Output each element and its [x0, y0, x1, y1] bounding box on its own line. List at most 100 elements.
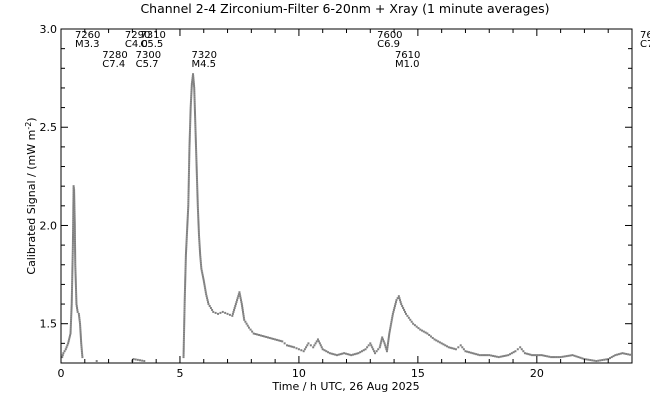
- data-point-fill: [283, 342, 286, 345]
- data-point: [61, 356, 64, 359]
- annotation-class: C6.9: [377, 39, 400, 50]
- data-point-fill: [325, 350, 328, 353]
- data-point-fill: [323, 349, 326, 352]
- data-point-fill: [79, 328, 82, 331]
- data-point: [95, 360, 98, 363]
- data-point: [478, 354, 481, 357]
- data-point-fill: [74, 279, 77, 282]
- data-point-fill: [182, 350, 185, 353]
- data-point-fill: [73, 240, 76, 243]
- data-point-fill: [189, 124, 192, 127]
- data-point-fill: [185, 234, 188, 237]
- data-point-fill: [254, 333, 257, 336]
- data-point-fill: [198, 242, 201, 245]
- data-point: [369, 342, 372, 345]
- data-point: [194, 126, 197, 129]
- data-point: [440, 342, 443, 345]
- data-point-fill: [544, 354, 547, 357]
- data-point: [559, 356, 562, 359]
- data-point-fill: [71, 250, 74, 253]
- data-point: [238, 291, 241, 294]
- data-point: [357, 352, 360, 355]
- data-point-fill: [319, 344, 322, 347]
- data-point-fill: [314, 342, 317, 345]
- data-point-fill: [451, 347, 454, 350]
- data-point-fill: [71, 252, 74, 255]
- annotation-id: 7300: [136, 50, 161, 61]
- data-point-fill: [610, 356, 613, 359]
- data-point: [433, 338, 436, 341]
- data-point-fill: [422, 330, 425, 333]
- data-point-fill: [187, 200, 190, 203]
- data-point-fill: [352, 353, 355, 356]
- data-point-fill: [184, 255, 187, 258]
- data-point-fill: [561, 355, 564, 358]
- data-point-fill: [194, 114, 197, 117]
- data-point-fill: [367, 344, 370, 347]
- data-point-fill: [182, 335, 185, 338]
- data-point-fill: [197, 222, 200, 225]
- data-point-fill: [80, 348, 83, 351]
- data-point-fill: [236, 297, 239, 300]
- data-point-fill: [482, 354, 485, 357]
- data-point-fill: [382, 340, 385, 343]
- data-point: [62, 352, 65, 355]
- data-point-fill: [73, 202, 76, 205]
- data-point-fill: [388, 330, 391, 333]
- data-point-fill: [80, 340, 83, 343]
- data-point-fill: [392, 308, 395, 311]
- data-point-fill: [69, 320, 72, 323]
- data-point-fill: [394, 303, 397, 306]
- data-point-fill: [501, 355, 504, 358]
- data-point: [190, 83, 193, 86]
- data-point-fill: [187, 170, 190, 173]
- data-point-fill: [214, 311, 217, 314]
- data-point-fill: [78, 318, 81, 321]
- data-point-fill: [138, 359, 141, 362]
- data-point-fill: [337, 353, 340, 356]
- data-point-fill: [536, 354, 539, 357]
- data-point-fill: [188, 134, 191, 137]
- data-point-fill: [407, 316, 410, 319]
- data-point-fill: [300, 349, 303, 352]
- data-point-fill: [71, 258, 74, 261]
- data-point-fill: [555, 356, 558, 359]
- data-point-fill: [73, 204, 76, 207]
- data-point-fill: [449, 346, 452, 349]
- data-point-fill: [70, 288, 73, 291]
- data-point: [205, 293, 208, 296]
- data-point: [252, 332, 255, 335]
- data-point-fill: [390, 322, 393, 325]
- data-point-fill: [75, 295, 78, 298]
- data-point-fill: [384, 346, 387, 349]
- data-point-fill: [188, 132, 191, 135]
- data-point: [182, 356, 185, 359]
- data-point-fill: [187, 202, 190, 205]
- data-point-fill: [71, 282, 74, 285]
- data-point-fill: [429, 335, 432, 338]
- data-point-fill: [184, 273, 187, 276]
- data-point-fill: [548, 355, 551, 358]
- data-point-fill: [182, 333, 185, 336]
- data-point-fill: [188, 147, 191, 150]
- data-point-fill: [183, 297, 186, 300]
- data-point-fill: [194, 134, 197, 137]
- data-point-fill: [206, 297, 209, 300]
- data-point-fill: [74, 265, 77, 268]
- data-point-fill: [69, 334, 72, 337]
- data-point-fill: [234, 305, 237, 308]
- data-point-fill: [372, 348, 375, 351]
- data-point-fill: [194, 130, 197, 133]
- data-point-fill: [74, 267, 77, 270]
- data-point-fill: [184, 259, 187, 262]
- data-point-fill: [71, 256, 74, 259]
- data-point-fill: [199, 257, 202, 260]
- data-point: [243, 318, 246, 321]
- data-point-fill: [186, 222, 189, 225]
- annotation-class: M3.3: [75, 39, 100, 50]
- data-point-fill: [183, 313, 186, 316]
- data-point-fill: [70, 314, 73, 317]
- data-point-fill: [315, 340, 318, 343]
- data-point-fill: [392, 310, 395, 313]
- data-point-fill: [393, 305, 396, 308]
